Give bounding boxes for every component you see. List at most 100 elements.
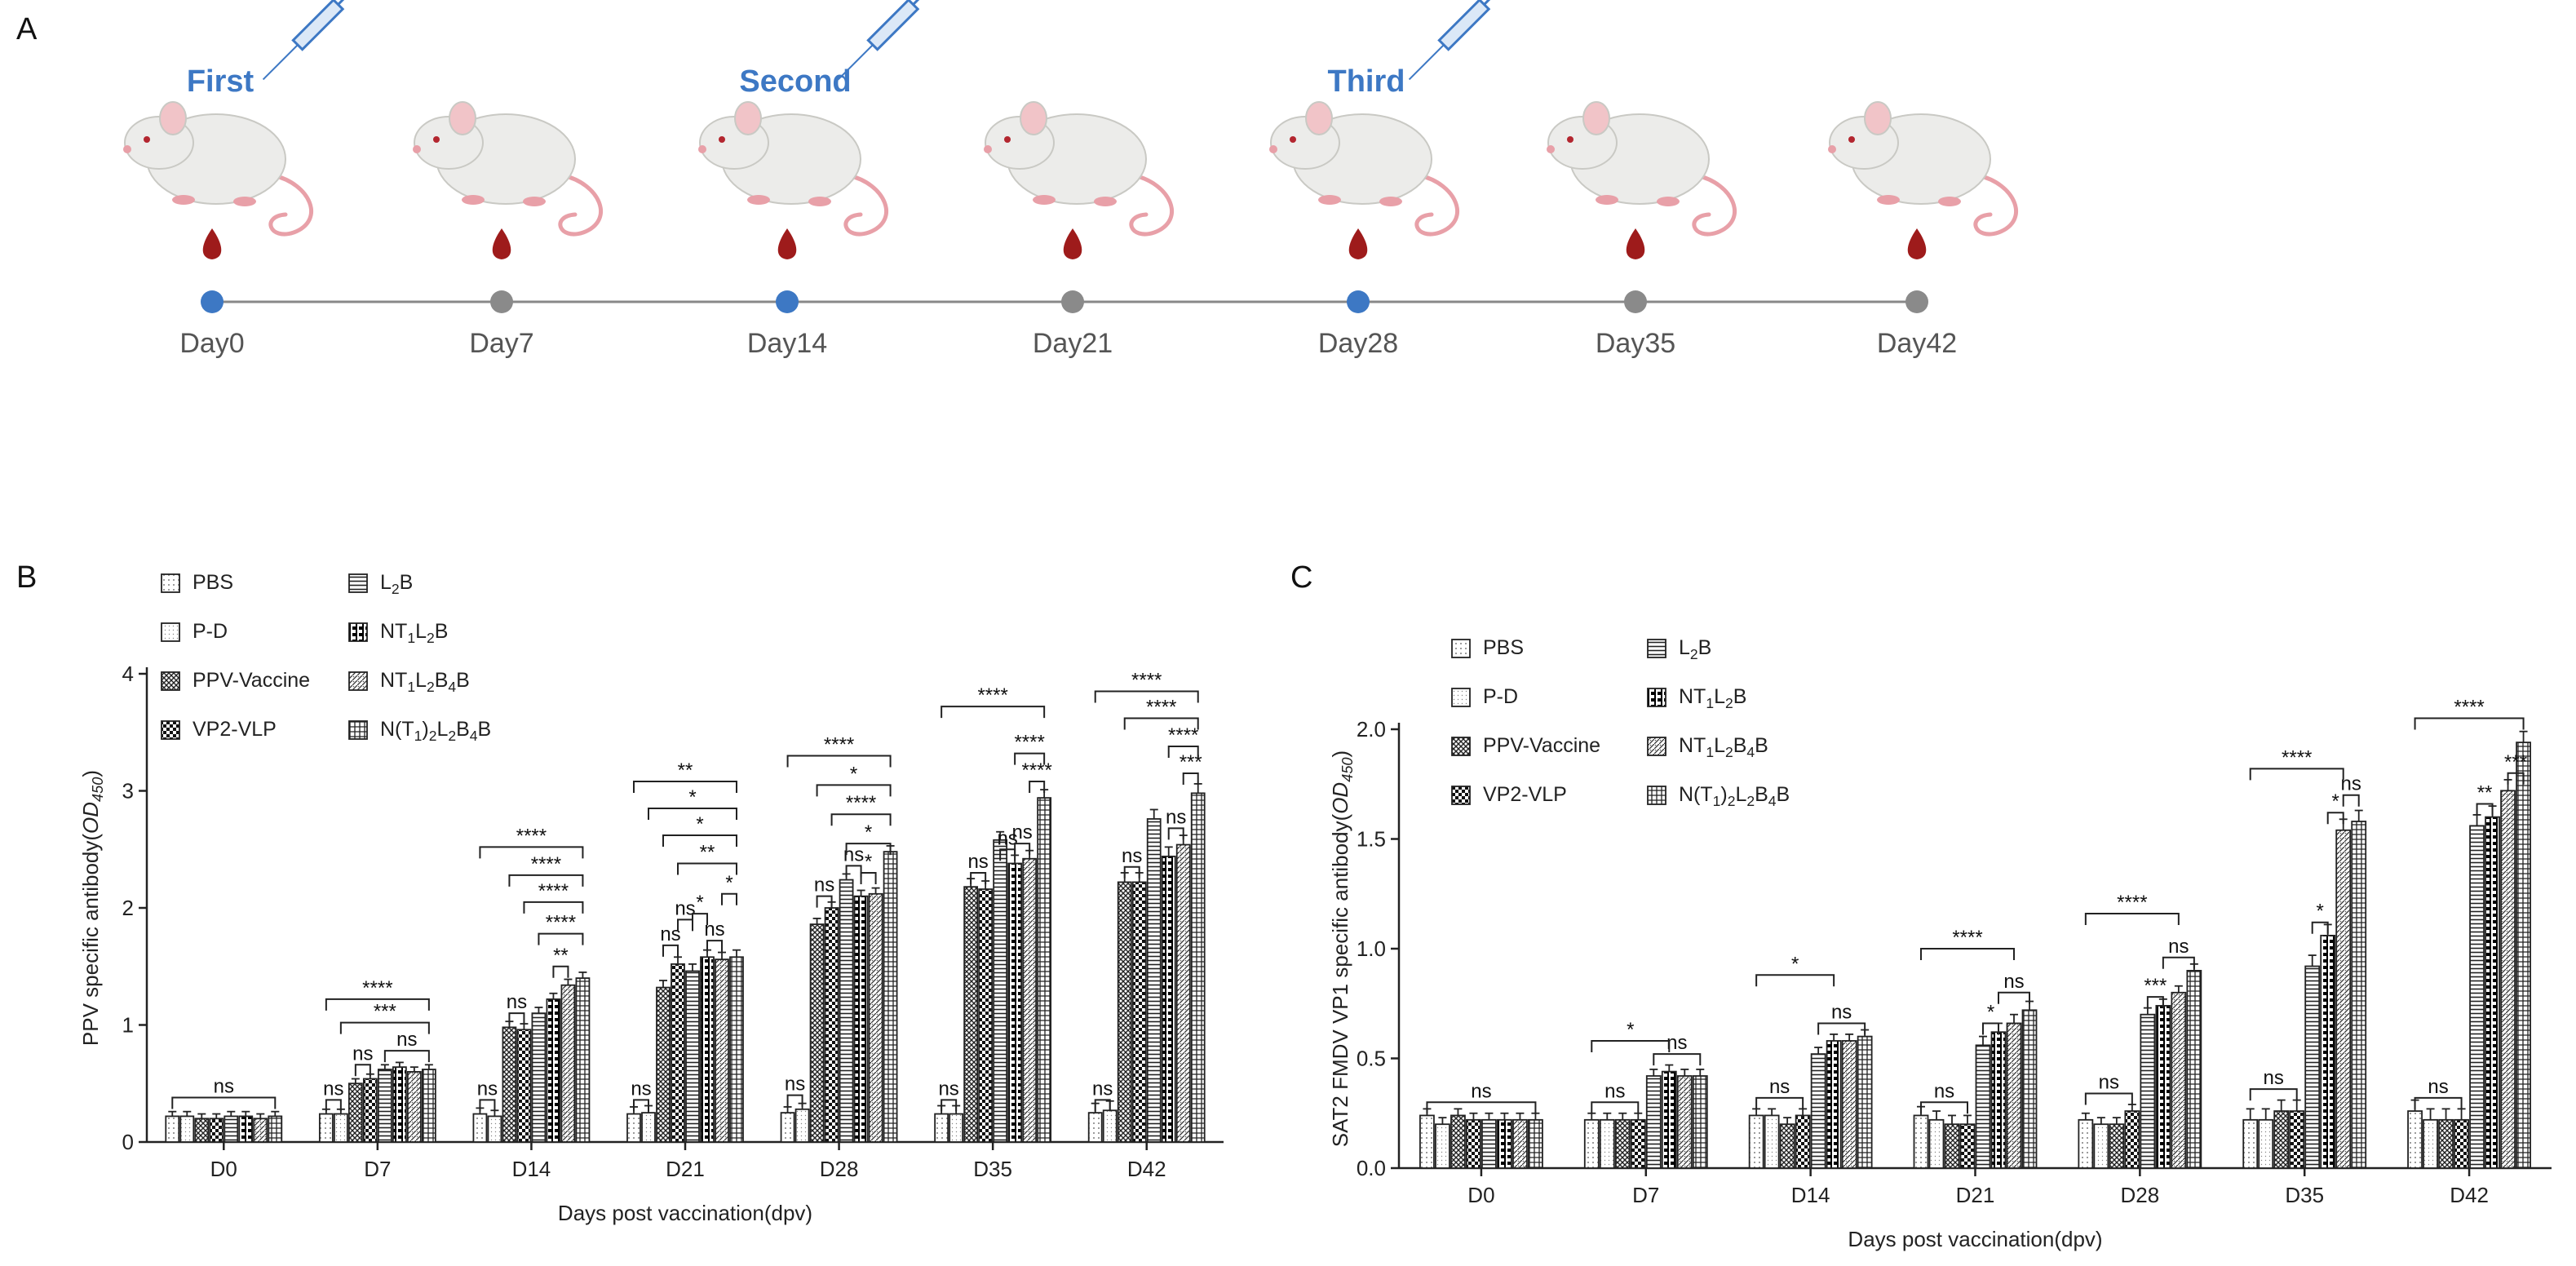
y-tick-label: 4 bbox=[122, 662, 134, 686]
x-tick-label: D35 bbox=[2285, 1183, 2324, 1207]
x-tick-label: D28 bbox=[2121, 1183, 2160, 1207]
x-tick-label: D7 bbox=[364, 1157, 391, 1181]
significance-label: **** bbox=[546, 912, 576, 934]
mouse-foot bbox=[462, 195, 485, 205]
bar bbox=[2171, 991, 2187, 1169]
significance-bracket bbox=[171, 1096, 277, 1109]
bar bbox=[1645, 1075, 1662, 1169]
x-tick-label: D14 bbox=[512, 1157, 551, 1181]
x-tick-label: D42 bbox=[2450, 1183, 2489, 1207]
bar bbox=[1661, 1070, 1677, 1169]
bar bbox=[1131, 881, 1147, 1143]
legend-label: VP2-VLP bbox=[1483, 783, 1567, 806]
significance-label: * bbox=[1627, 1019, 1634, 1041]
mouse-eye bbox=[144, 136, 150, 143]
bar bbox=[1419, 1114, 1435, 1169]
blood-drop-icon bbox=[1907, 228, 1927, 259]
day-label: Day0 bbox=[179, 328, 244, 359]
bar bbox=[2140, 1013, 2156, 1169]
significance-bracket bbox=[1014, 843, 1031, 856]
dose-label: Second bbox=[739, 64, 851, 99]
significance-bracket bbox=[1653, 1053, 1702, 1066]
legend-swatch bbox=[1647, 639, 1666, 658]
timeline-dot bbox=[1347, 290, 1370, 313]
significance-label: ns bbox=[477, 1078, 498, 1100]
syringe-icon bbox=[262, 0, 352, 81]
bar bbox=[2186, 970, 2202, 1169]
significance-bracket bbox=[662, 834, 737, 848]
legend-label: P-D bbox=[1483, 685, 1518, 708]
legend-swatch bbox=[1647, 688, 1666, 707]
mouse-illustration bbox=[698, 101, 888, 237]
bar bbox=[2438, 1118, 2454, 1169]
significance-label: **** bbox=[1131, 670, 1162, 692]
bar bbox=[1037, 797, 1052, 1143]
bar bbox=[978, 888, 994, 1143]
x-tick-label: D0 bbox=[1467, 1183, 1494, 1207]
significance-label: ns bbox=[631, 1078, 651, 1100]
significance-label: ns bbox=[2099, 1072, 2119, 1094]
significance-bracket bbox=[633, 781, 737, 794]
legend-label: NT1L2B bbox=[1679, 685, 1746, 711]
significance-label: **** bbox=[1021, 759, 1051, 781]
blood-drop-icon bbox=[202, 228, 222, 259]
legend-label: PPV-Vaccine bbox=[1483, 734, 1600, 757]
mouse-tail bbox=[558, 173, 603, 237]
y-tick-label: 0 bbox=[122, 1130, 134, 1154]
day-label: Day7 bbox=[469, 328, 533, 359]
syringe-icon bbox=[837, 0, 927, 81]
significance-label: * bbox=[2317, 901, 2324, 923]
legend-swatch bbox=[1647, 737, 1666, 756]
significance-bracket bbox=[2326, 812, 2344, 825]
significance-bracket bbox=[479, 1099, 496, 1112]
significance-bracket bbox=[1094, 1099, 1111, 1112]
legend-swatch bbox=[348, 573, 368, 593]
bar bbox=[794, 1108, 810, 1143]
mouse-eye bbox=[433, 136, 440, 143]
significance-bracket bbox=[2414, 1096, 2463, 1109]
significance-label: *** bbox=[374, 1001, 396, 1023]
blood-drop-icon bbox=[1626, 228, 1645, 259]
significance-bracket bbox=[325, 1099, 342, 1112]
legend-swatch bbox=[161, 720, 180, 740]
significance-bracket bbox=[1591, 1101, 1640, 1114]
bar bbox=[2516, 741, 2531, 1169]
bar bbox=[2006, 1022, 2022, 1169]
significance-label: ** bbox=[700, 841, 715, 863]
bar bbox=[1676, 1075, 1693, 1169]
mouse-nose bbox=[984, 145, 992, 153]
significance-label: ns bbox=[1604, 1080, 1625, 1102]
mouse-foot bbox=[1596, 195, 1618, 205]
y-axis-title-text: SAT2 FMDV VP1 specific antibody(OD450) bbox=[1328, 750, 1356, 1147]
significance-bracket bbox=[941, 1099, 958, 1112]
y-tick-label: 1.0 bbox=[1357, 936, 1386, 961]
bar bbox=[2109, 1123, 2125, 1169]
significance-label: ns bbox=[2003, 971, 2024, 993]
significance-bracket bbox=[383, 1050, 430, 1063]
legend-swatch bbox=[348, 720, 368, 740]
blood-drop-icon bbox=[1348, 228, 1368, 259]
bar bbox=[1481, 1118, 1497, 1169]
significance-bracket bbox=[325, 998, 430, 1011]
bar bbox=[2273, 1110, 2290, 1169]
bar bbox=[963, 886, 979, 1143]
bar bbox=[934, 1113, 949, 1143]
bar bbox=[1795, 1114, 1811, 1169]
bar bbox=[333, 1113, 348, 1143]
significance-bracket bbox=[816, 784, 892, 797]
bar bbox=[883, 851, 898, 1143]
significance-label: * bbox=[696, 892, 703, 914]
bar bbox=[546, 998, 561, 1143]
bar bbox=[715, 958, 729, 1143]
y-axis-title: SAT2 FMDV VP1 specific antibody(OD450) bbox=[1328, 750, 1356, 1147]
significance-label: ns bbox=[1831, 1001, 1852, 1023]
significance-bracket bbox=[2084, 912, 2180, 925]
bar bbox=[626, 1113, 641, 1143]
significance-bracket bbox=[1167, 827, 1184, 840]
dose-label: First bbox=[187, 64, 255, 99]
bar bbox=[392, 1066, 407, 1143]
bar bbox=[853, 895, 869, 1143]
significance-label: **** bbox=[1014, 732, 1044, 754]
dose-label: Third bbox=[1328, 64, 1405, 99]
bar bbox=[700, 956, 715, 1143]
